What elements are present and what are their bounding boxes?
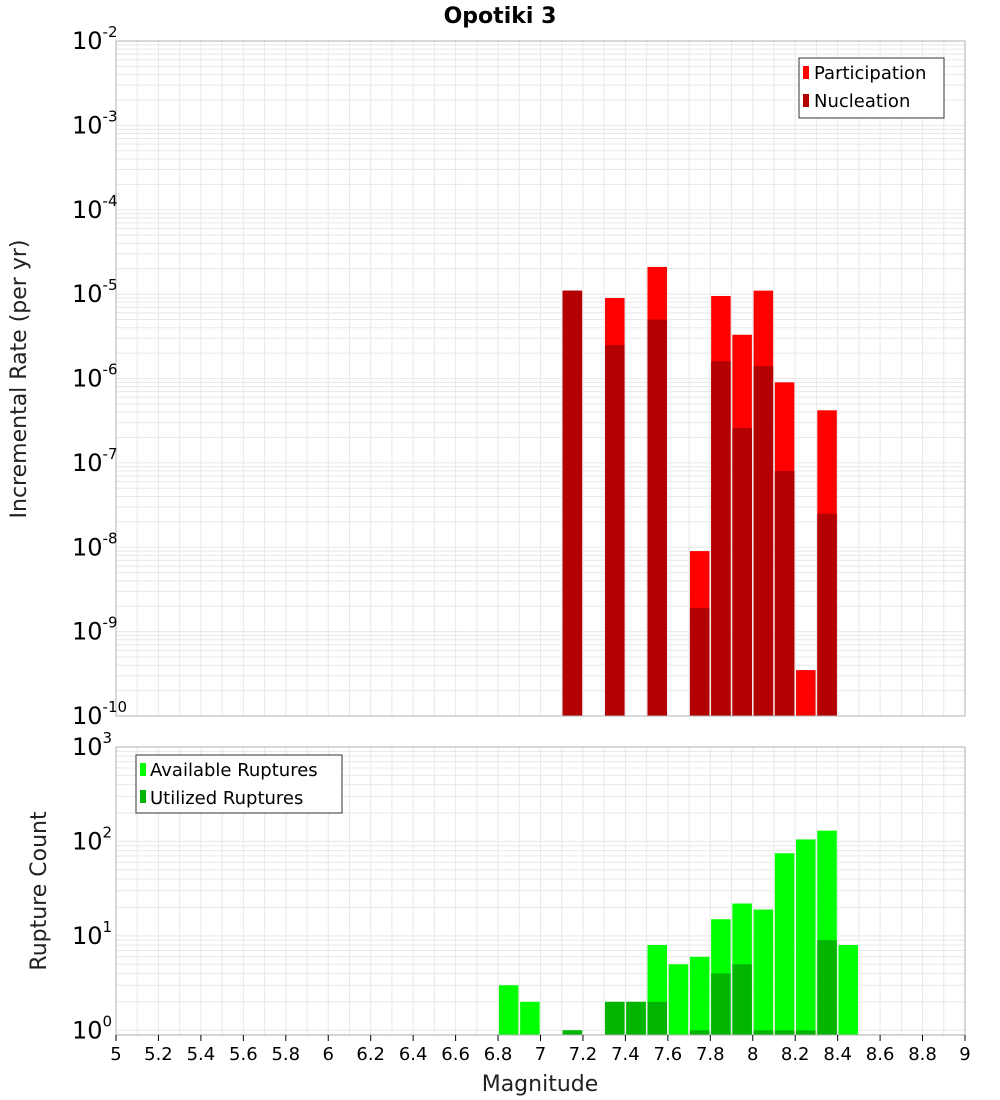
available-bar — [774, 853, 795, 1035]
count-y-tick-label: 100 — [72, 1012, 112, 1044]
participation-legend-swatch — [803, 66, 809, 79]
available-bar — [498, 985, 519, 1035]
rate-y-tick-label: 10-2 — [72, 23, 118, 55]
utilized-bar — [605, 1001, 625, 1035]
utilized-bar — [689, 1030, 710, 1035]
rate-y-axis-label: Incremental Rate (per yr) — [7, 240, 32, 519]
x-tick-label: 6 — [323, 1044, 334, 1065]
utilized-bar — [796, 1030, 816, 1035]
rate-y-tick-label: 10-7 — [72, 445, 118, 477]
rate-legend: Participation Nucleation — [798, 57, 945, 119]
available-bar — [668, 964, 689, 1035]
utilized-bar — [647, 1001, 668, 1035]
available-bar — [838, 945, 859, 1035]
rate-y-tick-label: 10-5 — [72, 276, 118, 308]
available-legend-label: Available Ruptures — [150, 760, 318, 781]
count-bars — [498, 830, 859, 1035]
x-tick-label: 8.4 — [823, 1044, 852, 1065]
utilized-bar — [753, 1030, 774, 1035]
utilized-bar — [626, 1001, 646, 1035]
nucleation-bar — [689, 608, 710, 716]
nucleation-bar — [647, 319, 668, 716]
x-tick-label: 5.8 — [271, 1044, 300, 1065]
nucleation-bar — [605, 344, 625, 716]
count-y-tick-label: 103 — [72, 729, 112, 761]
count-y-tick-label: 101 — [72, 918, 112, 950]
nucleation-bar — [732, 427, 752, 716]
rate-plot-frame — [115, 40, 966, 717]
x-tick-label: 5.2 — [144, 1044, 173, 1065]
nucleation-bar — [753, 366, 774, 716]
x-axis-ticks: 5 5.2 5.4 5.6 5.8 6 6.2 6.4 6.6 6.8 7 7.2 7.4 7.6 7.8 8… — [110, 1035, 971, 1065]
x-tick-label: 6.2 — [356, 1044, 385, 1065]
participation-legend-label: Participation — [814, 63, 926, 84]
count-legend-box — [135, 754, 343, 814]
utilized-legend-swatch — [140, 790, 146, 803]
x-tick-label: 7.4 — [611, 1044, 640, 1065]
x-tick-label: 8.6 — [866, 1044, 895, 1065]
x-tick-label: 6.8 — [484, 1044, 513, 1065]
x-tick-label: 8.8 — [908, 1044, 937, 1065]
rate-panel: 10-2 10-3 10-4 10-5 10-6 10-7 10-8 10-9 10-10 In… — [7, 23, 966, 730]
x-tick-label: 6.6 — [441, 1044, 470, 1065]
x-tick-label: 5.4 — [187, 1044, 216, 1065]
x-tick-label: 8 — [747, 1044, 758, 1065]
x-tick-label: 5 — [110, 1044, 121, 1065]
x-axis-label: Magnitude — [482, 1072, 599, 1097]
rate-y-tick-label: 10-9 — [72, 614, 118, 646]
count-legend: Available Ruptures Utilized Ruptures — [135, 754, 343, 814]
rate-legend-box — [798, 57, 945, 119]
utilized-bar — [774, 1030, 795, 1035]
count-y-ticks: 103 102 101 100 — [72, 729, 112, 1044]
utilized-bar — [817, 940, 837, 1035]
available-bar — [753, 909, 774, 1035]
nucleation-bar — [562, 290, 583, 716]
nucleation-bar — [817, 513, 837, 716]
x-tick-label: 8.2 — [781, 1044, 810, 1065]
utilized-bar — [562, 1030, 583, 1035]
utilized-legend-label: Utilized Ruptures — [150, 788, 303, 809]
rate-y-tick-label: 10-8 — [72, 529, 118, 561]
x-tick-label: 6.4 — [399, 1044, 428, 1065]
participation-bar — [796, 670, 816, 716]
rate-y-tick-label: 10-6 — [72, 361, 118, 393]
rate-gridlines — [116, 41, 965, 717]
x-tick-label: 7.6 — [654, 1044, 683, 1065]
rate-y-tick-label: 10-10 — [72, 698, 127, 730]
available-bar — [520, 1001, 540, 1035]
nucleation-legend-swatch — [803, 94, 809, 107]
x-tick-label: 5.6 — [229, 1044, 258, 1065]
x-tick-label: 7.2 — [569, 1044, 598, 1065]
rate-y-ticks: 10-2 10-3 10-4 10-5 10-6 10-7 10-8 10-9 10-10 — [72, 23, 127, 730]
rate-y-tick-label: 10-4 — [72, 192, 118, 224]
nucleation-bar — [711, 361, 731, 716]
rate-bars — [562, 266, 837, 716]
nucleation-bar — [774, 471, 795, 716]
available-bar — [689, 956, 710, 1035]
chart-title: Opotiki 3 — [444, 4, 557, 29]
utilized-bar — [711, 973, 731, 1035]
x-tick-label: 9 — [959, 1044, 970, 1065]
available-bar — [796, 839, 816, 1035]
x-tick-label: 7 — [535, 1044, 546, 1065]
count-panel: 103 102 101 100 Rupture Count Available Rup… — [27, 729, 966, 1044]
nucleation-legend-label: Nucleation — [814, 91, 910, 112]
available-legend-swatch — [140, 763, 146, 776]
utilized-bar — [732, 964, 752, 1035]
count-y-tick-label: 102 — [72, 823, 112, 855]
rate-y-tick-label: 10-3 — [72, 107, 118, 139]
count-y-axis-label: Rupture Count — [27, 811, 52, 971]
x-tick-label: 7.8 — [696, 1044, 725, 1065]
